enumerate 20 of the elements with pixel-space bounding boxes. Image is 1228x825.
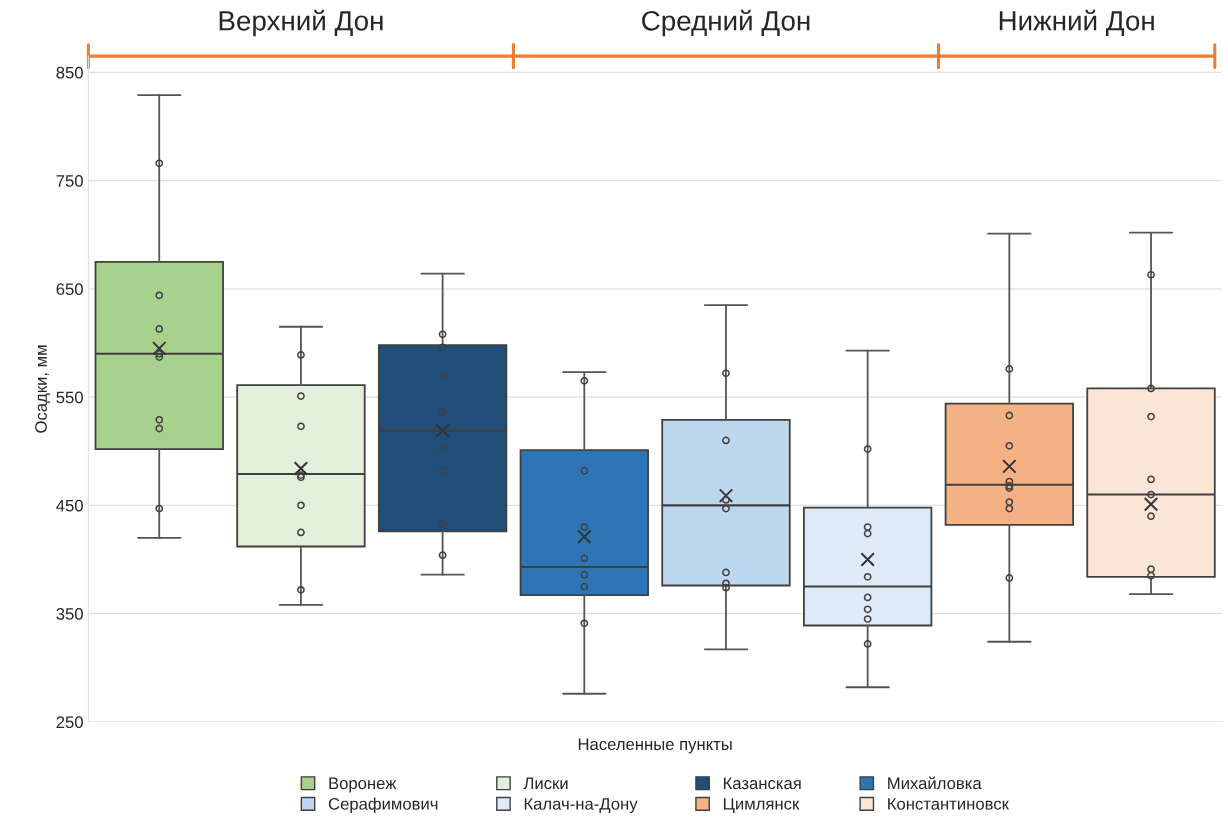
y-tick-label: 850 <box>56 66 83 79</box>
legend-label: Серафимович <box>328 797 438 814</box>
y-tick-label: 350 <box>56 608 83 620</box>
text: Нижний Дон <box>999 9 1154 36</box>
y-tick-label: 450 <box>56 499 83 512</box>
legend-label: Михайловка <box>888 776 982 790</box>
y-tick-label: 750 <box>56 175 83 187</box>
y-tick-label: 550 <box>56 391 83 404</box>
legend-label: Лиски <box>523 777 568 790</box>
y-tick-label: 250 <box>56 716 83 729</box>
legend-label: Константиновск <box>888 798 1010 810</box>
legend-label: Воронеж <box>329 777 397 793</box>
x-axis-title: Населенные пункты <box>578 738 732 754</box>
legend-label: Казанская <box>723 777 801 790</box>
text: Верхний Дон <box>219 9 383 37</box>
y-axis-title: Осадки, мм <box>35 345 51 433</box>
legend-label: Калач-на-Дону <box>524 798 638 814</box>
y-tick-label: 650 <box>56 283 83 296</box>
legend-label: Цимлянск <box>723 798 800 813</box>
text: Средний Дон <box>642 9 810 37</box>
